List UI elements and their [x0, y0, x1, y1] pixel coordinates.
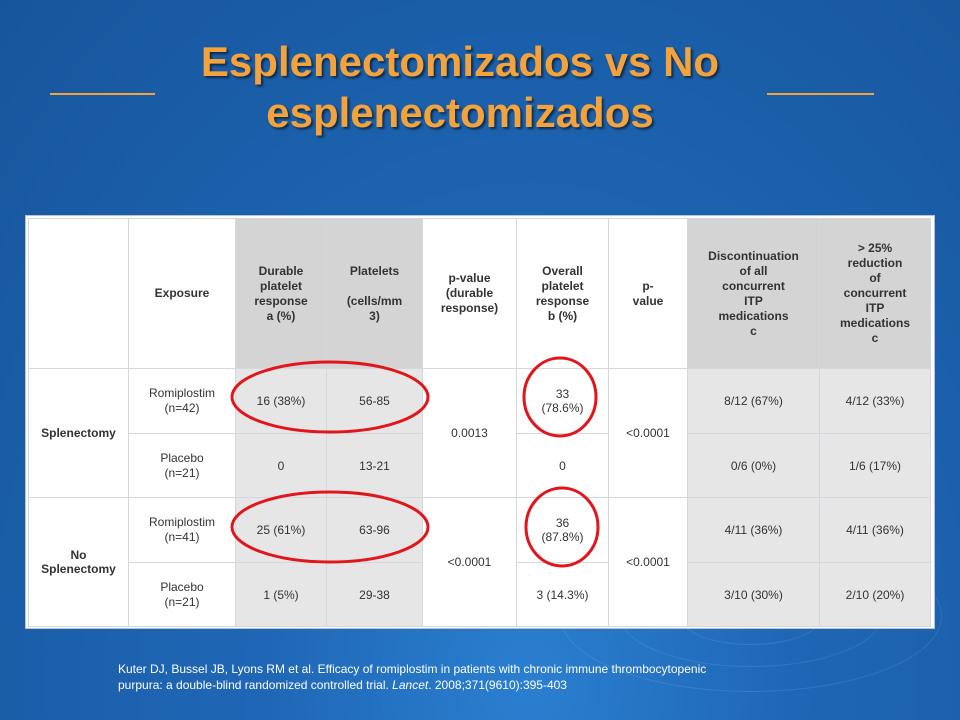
- reduction-cell: 1/6 (17%): [819, 433, 931, 498]
- citation-line2: purpura: a double-blind randomized contr…: [118, 677, 838, 693]
- title-rule-left: [50, 93, 155, 95]
- durable-response-cell: 0: [235, 433, 327, 498]
- reduction-cell: 4/12 (33%): [819, 368, 931, 434]
- results-table: Exposure Durable platelet response a (%)…: [28, 218, 931, 627]
- discontinuation-cell: 3/10 (30%): [687, 562, 820, 627]
- exposure-cell: Romiplostim (n=42): [128, 368, 236, 434]
- table-row: Splenectomy Romiplostim (n=42) 16 (38%) …: [28, 368, 931, 498]
- overall-response-cell: 0: [516, 433, 609, 498]
- header-platelets: Platelets (cells/mm 3): [326, 218, 423, 369]
- reduction-cell: 4/11 (36%): [819, 497, 931, 563]
- table-row: Placebo (n=21) 1 (5%) 29-38 3 (14.3%) 3/…: [29, 562, 931, 627]
- header-overall-response: Overall platelet response b (%): [516, 218, 609, 369]
- citation-line2-prefix: purpura: a double-blind randomized contr…: [118, 678, 393, 692]
- durable-response-cell: 16 (38%): [235, 368, 327, 434]
- group-label: Splenectomy: [28, 368, 129, 498]
- table-row: Placebo (n=21) 0 13-21 0 0/6 (0%) 1/6 (1…: [29, 433, 931, 498]
- discontinuation-cell: 4/11 (36%): [687, 497, 820, 563]
- header-exposure: Exposure: [128, 218, 236, 369]
- citation-journal: Lancet: [392, 678, 429, 692]
- discontinuation-cell: 8/12 (67%): [687, 368, 820, 434]
- p-value-overall-cell: <0.0001: [608, 497, 688, 627]
- slide-title-line1: Esplenectomizados vs No: [200, 38, 720, 85]
- overall-response-cell: 3 (14.3%): [516, 562, 609, 627]
- platelets-cell: 13-21: [326, 433, 423, 498]
- table-row: No Splenectomy Romiplostim (n=41) 25 (61…: [28, 497, 931, 627]
- exposure-cell: Romiplostim (n=41): [128, 497, 236, 563]
- citation-line2-suffix: . 2008;371(9610):395-403: [428, 678, 567, 692]
- p-value-durable-cell: <0.0001: [422, 497, 517, 627]
- header-reduction: > 25% reduction of concurrent ITP medica…: [819, 218, 931, 369]
- results-table-frame: Exposure Durable platelet response a (%)…: [25, 215, 935, 629]
- platelets-cell: 29-38: [326, 562, 423, 627]
- header-durable-response: Durable platelet response a (%): [235, 218, 327, 369]
- exposure-cell: Placebo (n=21): [128, 433, 236, 498]
- durable-response-cell: 25 (61%): [235, 497, 327, 563]
- p-value-overall-cell: <0.0001: [608, 368, 688, 498]
- header-row: Exposure Durable platelet response a (%)…: [28, 218, 931, 369]
- exposure-cell: Placebo (n=21): [128, 562, 236, 627]
- header-p-value-overall: p- value: [608, 218, 688, 369]
- citation: Kuter DJ, Bussel JB, Lyons RM et al. Eff…: [118, 661, 838, 693]
- discontinuation-cell: 0/6 (0%): [687, 433, 820, 498]
- header-group: [28, 218, 129, 369]
- p-value-durable-cell: 0.0013: [422, 368, 517, 498]
- citation-line1: Kuter DJ, Bussel JB, Lyons RM et al. Eff…: [118, 662, 707, 676]
- title-rule-right: [767, 93, 874, 95]
- overall-response-cell: 36 (87.8%): [516, 497, 609, 563]
- platelets-cell: 56-85: [326, 368, 423, 434]
- overall-response-cell: 33 (78.6%): [516, 368, 609, 434]
- reduction-cell: 2/10 (20%): [819, 562, 931, 627]
- header-discontinuation: Discontinuation of all concurrent ITP me…: [687, 218, 820, 369]
- header-p-value-durable: p-value (durable response): [422, 218, 517, 369]
- slide-title-line2: esplenectomizados: [266, 89, 654, 136]
- group-label: No Splenectomy: [28, 497, 129, 627]
- durable-response-cell: 1 (5%): [235, 562, 327, 627]
- platelets-cell: 63-96: [326, 497, 423, 563]
- slide-title: Esplenectomizados vs No esplenectomizado…: [150, 36, 770, 138]
